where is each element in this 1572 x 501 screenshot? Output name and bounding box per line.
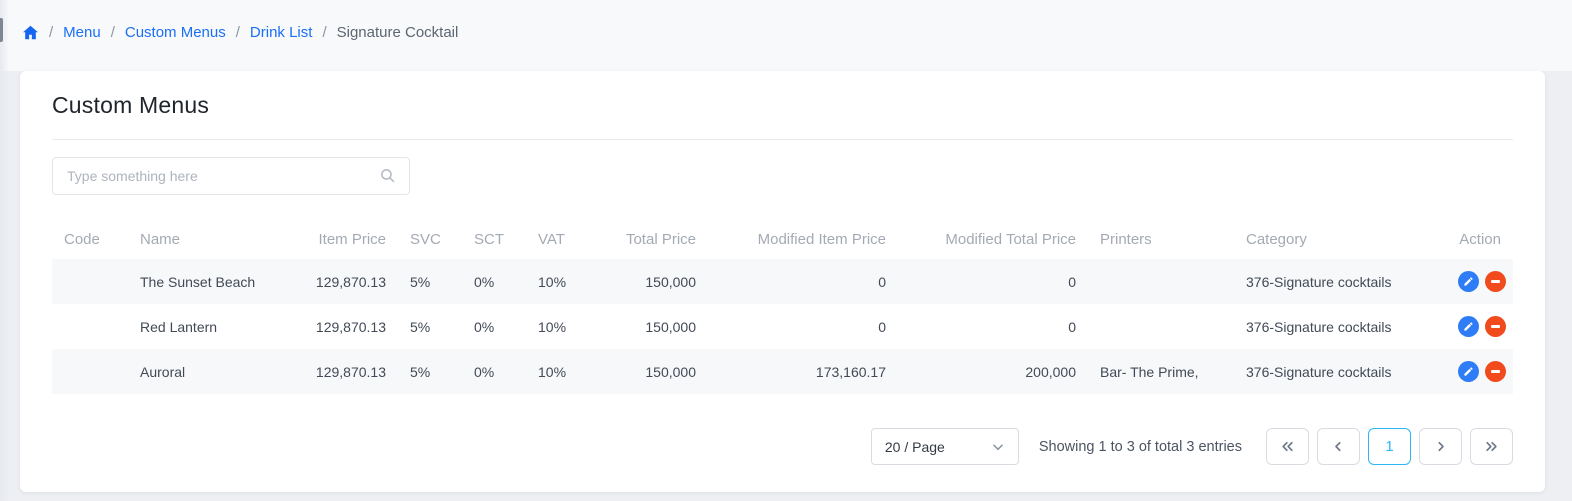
delete-button[interactable] bbox=[1485, 316, 1506, 337]
cell-category: 376-Signature cocktails bbox=[1246, 363, 1392, 380]
cell-modified-item-price: 0 bbox=[878, 273, 886, 290]
cell-category: 376-Signature cocktails bbox=[1246, 273, 1392, 290]
col-header-code: Code bbox=[64, 230, 100, 248]
cell-item-price: 129,870.13 bbox=[315, 363, 386, 380]
pencil-icon bbox=[1464, 322, 1473, 331]
cell-sct: 0% bbox=[474, 363, 495, 380]
edit-button[interactable] bbox=[1458, 361, 1479, 382]
top-strip bbox=[0, 0, 1572, 71]
col-header-modified-total-price: Modified Total Price bbox=[945, 230, 1076, 248]
cell-sct: 0% bbox=[474, 273, 495, 290]
minus-icon bbox=[1491, 370, 1500, 373]
breadcrumb: / Menu / Custom Menus / Drink List / Sig… bbox=[22, 0, 458, 64]
table-row: The Sunset Beach 129,870.13 5% 0% 10% 15… bbox=[52, 259, 1513, 304]
table-header-row: Code Name Item Price SVC SCT VAT Total P… bbox=[52, 219, 1513, 259]
title-divider bbox=[52, 139, 1513, 140]
cell-printers: Bar- The Prime, bbox=[1100, 363, 1199, 380]
cell-action bbox=[1446, 349, 1513, 394]
breadcrumb-separator: / bbox=[110, 23, 115, 41]
pager: 1 bbox=[1266, 428, 1513, 465]
double-chevron-right-icon bbox=[1486, 441, 1497, 452]
breadcrumb-current: Signature Cocktail bbox=[336, 23, 459, 41]
page-title: Custom Menus bbox=[52, 92, 210, 118]
scrollbar-thumb[interactable] bbox=[0, 18, 3, 42]
cell-printers bbox=[1088, 304, 1234, 349]
search-box bbox=[52, 157, 410, 195]
page-size-value: 20 / Page bbox=[884, 438, 945, 455]
col-header-modified-item-price: Modified Item Price bbox=[757, 230, 886, 248]
cell-total-price: 150,000 bbox=[645, 363, 696, 380]
col-header-printers: Printers bbox=[1100, 230, 1152, 248]
cell-sct: 0% bbox=[474, 318, 495, 335]
table-footer: 20 / Page Showing 1 to 3 of total 3 entr… bbox=[52, 428, 1513, 465]
cell-action bbox=[1446, 259, 1513, 304]
cell-code bbox=[52, 259, 128, 304]
page-button-1[interactable]: 1 bbox=[1368, 428, 1411, 465]
col-header-svc: SVC bbox=[410, 230, 441, 248]
cell-svc: 5% bbox=[410, 318, 431, 335]
search-input[interactable] bbox=[52, 157, 410, 195]
cell-action bbox=[1446, 304, 1513, 349]
breadcrumb-separator: / bbox=[235, 23, 240, 41]
breadcrumb-link-menu[interactable]: Menu bbox=[63, 23, 101, 41]
col-header-total-price: Total Price bbox=[625, 230, 696, 248]
col-header-item-price: Item Price bbox=[318, 230, 386, 248]
delete-button[interactable] bbox=[1485, 361, 1506, 382]
cell-name: The Sunset Beach bbox=[140, 273, 256, 290]
page-size-select[interactable]: 20 / Page bbox=[870, 428, 1019, 465]
left-gutter bbox=[0, 0, 9, 501]
first-page-button[interactable] bbox=[1266, 428, 1309, 465]
cell-item-price: 129,870.13 bbox=[315, 318, 386, 335]
col-header-vat: VAT bbox=[538, 230, 565, 248]
table-row: Auroral 129,870.13 5% 0% 10% 150,000 173… bbox=[52, 349, 1513, 394]
col-header-action: Action bbox=[1459, 230, 1501, 248]
cell-modified-total-price: 0 bbox=[1068, 318, 1076, 335]
cell-code bbox=[52, 304, 128, 349]
cell-vat: 10% bbox=[538, 363, 567, 380]
cell-svc: 5% bbox=[410, 363, 431, 380]
cell-total-price: 150,000 bbox=[645, 318, 696, 335]
edit-button[interactable] bbox=[1458, 271, 1479, 292]
edit-button[interactable] bbox=[1458, 316, 1479, 337]
next-page-button[interactable] bbox=[1419, 428, 1462, 465]
chevron-right-icon bbox=[1438, 441, 1444, 452]
breadcrumb-separator: / bbox=[322, 23, 327, 41]
table-row: Red Lantern 129,870.13 5% 0% 10% 150,000… bbox=[52, 304, 1513, 349]
cell-modified-total-price: 0 bbox=[1068, 273, 1076, 290]
pencil-icon bbox=[1464, 277, 1473, 286]
cell-vat: 10% bbox=[538, 318, 567, 335]
prev-page-button[interactable] bbox=[1317, 428, 1360, 465]
cell-modified-item-price: 173,160.17 bbox=[815, 363, 886, 380]
breadcrumb-link-custom-menus[interactable]: Custom Menus bbox=[124, 23, 226, 41]
breadcrumb-separator: / bbox=[49, 23, 54, 41]
pagination-summary: Showing 1 to 3 of total 3 entries bbox=[1038, 438, 1242, 455]
cell-printers bbox=[1088, 259, 1234, 304]
cell-item-price: 129,870.13 bbox=[315, 273, 386, 290]
delete-button[interactable] bbox=[1485, 271, 1506, 292]
cell-modified-total-price: 200,000 bbox=[1025, 363, 1076, 380]
col-header-name: Name bbox=[140, 230, 181, 248]
cell-total-price: 150,000 bbox=[645, 273, 696, 290]
search-icon bbox=[381, 169, 395, 183]
chevron-left-icon bbox=[1335, 441, 1341, 452]
chevron-down-icon bbox=[993, 443, 1003, 450]
double-chevron-left-icon bbox=[1282, 441, 1293, 452]
cell-name: Auroral bbox=[140, 363, 186, 380]
last-page-button[interactable] bbox=[1470, 428, 1513, 465]
cell-name: Red Lantern bbox=[140, 318, 218, 335]
col-header-sct: SCT bbox=[474, 230, 504, 248]
cell-svc: 5% bbox=[410, 273, 431, 290]
cell-category: 376-Signature cocktails bbox=[1246, 318, 1392, 335]
cell-vat: 10% bbox=[538, 273, 567, 290]
minus-icon bbox=[1491, 325, 1500, 328]
minus-icon bbox=[1491, 280, 1500, 283]
cell-modified-item-price: 0 bbox=[878, 318, 886, 335]
custom-menus-table: Code Name Item Price SVC SCT VAT Total P… bbox=[52, 219, 1513, 394]
pencil-icon bbox=[1464, 367, 1473, 376]
cell-code bbox=[52, 349, 128, 394]
home-icon[interactable] bbox=[22, 24, 39, 41]
col-header-category: Category bbox=[1246, 230, 1307, 248]
custom-menus-card: Custom Menus Code Name Item Price SVC SC… bbox=[20, 71, 1545, 492]
breadcrumb-link-drink-list[interactable]: Drink List bbox=[249, 23, 313, 41]
